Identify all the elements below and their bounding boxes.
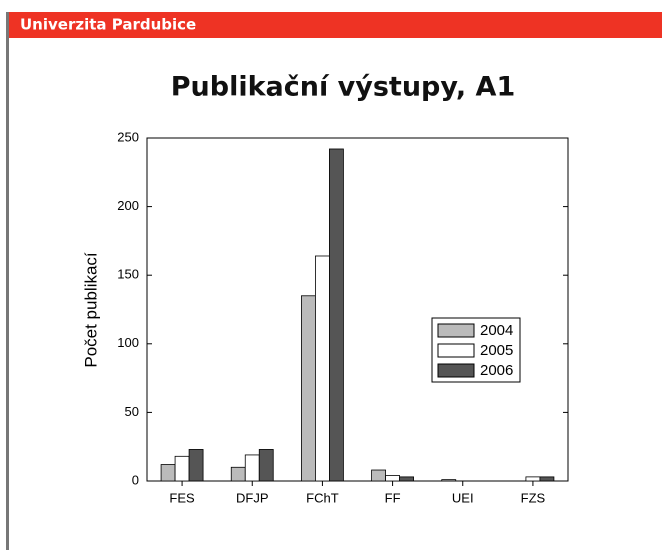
y-tick-label: 200 xyxy=(117,198,139,213)
bar xyxy=(525,476,541,482)
bar xyxy=(258,449,274,482)
bar xyxy=(329,148,344,482)
bar xyxy=(188,449,204,482)
y-tick-label: 0 xyxy=(132,472,139,487)
x-tick-label: FF xyxy=(385,490,401,505)
y-tick-label: 100 xyxy=(117,335,139,350)
x-tick-label: FChT xyxy=(306,490,339,505)
bar xyxy=(441,479,457,482)
bar xyxy=(301,295,316,482)
legend-label: 2005 xyxy=(480,342,513,359)
bar xyxy=(315,255,330,482)
y-axis-label: Počet publikací xyxy=(81,252,100,368)
top-margin xyxy=(0,0,662,12)
legend-swatch xyxy=(437,323,475,338)
bar xyxy=(539,476,555,482)
legend-swatch xyxy=(437,343,475,358)
bar xyxy=(371,469,386,482)
y-tick-label: 250 xyxy=(117,129,139,144)
plot-frame xyxy=(146,137,569,482)
y-tick-label: 50 xyxy=(125,404,139,419)
header-title: Univerzita Pardubice xyxy=(20,16,196,34)
bar xyxy=(385,475,400,482)
bar xyxy=(230,466,246,482)
left-border xyxy=(6,12,9,550)
bar xyxy=(174,455,190,482)
bar xyxy=(399,476,414,482)
legend-label: 2004 xyxy=(480,322,513,339)
legend-label: 2006 xyxy=(480,362,513,379)
header-bar xyxy=(9,12,662,38)
y-tick-label: 150 xyxy=(117,267,139,282)
bar xyxy=(244,454,260,482)
x-tick-label: FZS xyxy=(521,490,546,505)
chart-title: Publikační výstupy, A1 xyxy=(171,72,515,103)
x-tick-label: UEI xyxy=(452,490,474,505)
x-tick-label: FES xyxy=(169,490,195,505)
x-tick-label: DFJP xyxy=(236,490,269,505)
bar xyxy=(160,464,176,482)
legend-swatch xyxy=(437,363,475,378)
